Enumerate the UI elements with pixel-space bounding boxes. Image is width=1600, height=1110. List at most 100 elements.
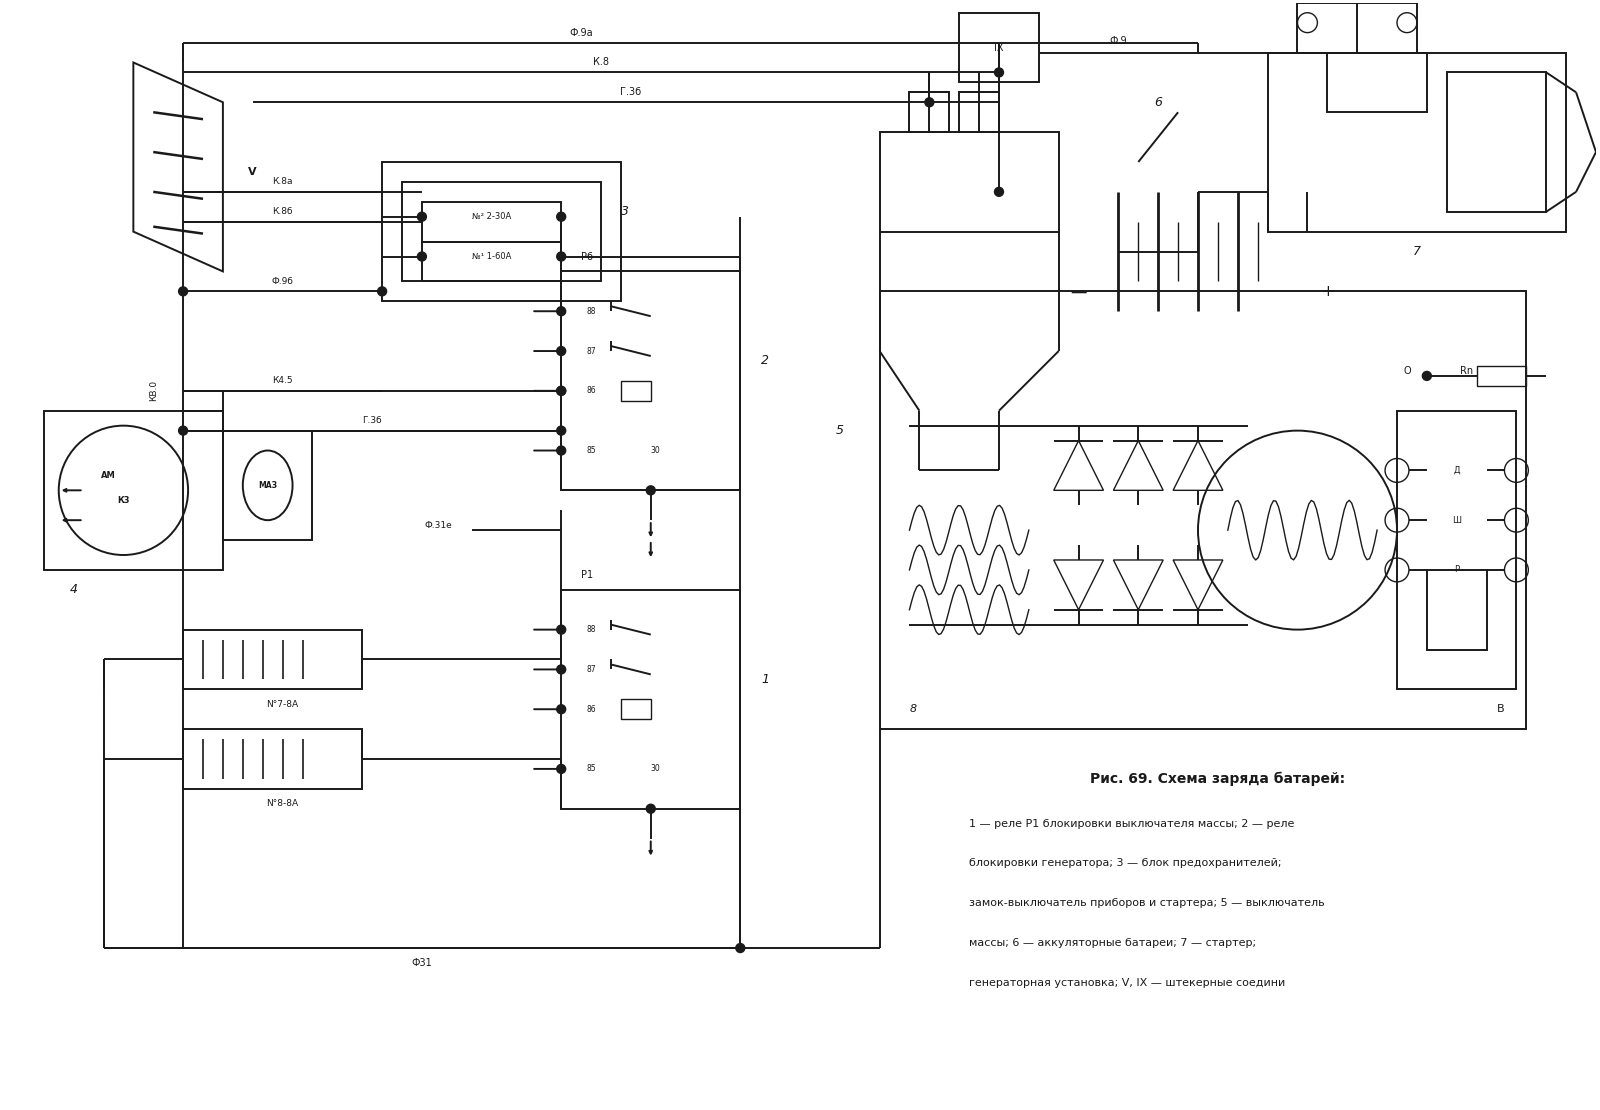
Text: АМ: АМ: [101, 471, 115, 480]
Bar: [182, 729, 362, 789]
Text: 7: 7: [1413, 245, 1421, 258]
Circle shape: [557, 386, 566, 395]
Bar: [621, 381, 651, 401]
Text: 85: 85: [586, 446, 595, 455]
Text: 4: 4: [70, 584, 78, 596]
Circle shape: [557, 446, 566, 455]
Text: 6: 6: [1154, 95, 1162, 109]
Text: Ф31: Ф31: [411, 958, 432, 968]
Text: КВ.0: КВ.0: [149, 381, 158, 402]
Bar: [880, 291, 1526, 729]
Text: —: —: [1070, 282, 1086, 301]
Text: 88: 88: [586, 306, 595, 315]
Text: Рб: Рб: [581, 252, 594, 262]
Circle shape: [557, 212, 566, 221]
Text: IX: IX: [994, 42, 1003, 52]
Circle shape: [378, 286, 387, 295]
Text: 88: 88: [586, 625, 595, 634]
Text: массы; 6 — аккуляторные батареи; 7 — стартер;: массы; 6 — аккуляторные батареи; 7 — ста…: [970, 938, 1256, 948]
Text: В: В: [1496, 704, 1504, 714]
Circle shape: [557, 252, 566, 261]
Text: 30: 30: [651, 446, 661, 455]
Text: МАЗ: МАЗ: [258, 481, 277, 490]
Text: Ф.31е: Ф.31е: [424, 521, 451, 529]
Bar: [1328, 52, 1427, 112]
Circle shape: [418, 252, 426, 261]
Circle shape: [995, 68, 1003, 77]
Text: К4.5: К4.5: [272, 376, 293, 385]
Bar: [958, 92, 998, 132]
Text: 5: 5: [835, 424, 843, 437]
Circle shape: [925, 98, 934, 107]
Bar: [182, 629, 362, 689]
Bar: [909, 92, 949, 132]
Bar: [1446, 72, 1546, 212]
Bar: [222, 431, 312, 541]
Circle shape: [557, 346, 566, 355]
Bar: [422, 202, 562, 242]
Text: Rn: Rn: [1461, 366, 1474, 376]
Text: 30: 30: [651, 765, 661, 774]
Text: 86: 86: [586, 386, 595, 395]
Circle shape: [179, 286, 187, 295]
Text: N°7-8А: N°7-8А: [267, 699, 299, 709]
Bar: [1427, 569, 1486, 649]
Text: 85: 85: [586, 765, 595, 774]
Circle shape: [557, 426, 566, 435]
Text: №¹ 1-60А: №¹ 1-60А: [472, 252, 512, 261]
Bar: [562, 589, 741, 809]
Circle shape: [557, 765, 566, 774]
Bar: [402, 182, 602, 281]
Text: Ф.9б: Ф.9б: [272, 276, 293, 286]
Circle shape: [557, 386, 566, 395]
Text: 87: 87: [586, 346, 595, 355]
Circle shape: [736, 944, 744, 952]
Text: Д: Д: [1453, 466, 1459, 475]
Text: Ш: Ш: [1453, 516, 1461, 525]
Text: №² 2-30А: №² 2-30А: [472, 212, 510, 221]
Bar: [1298, 3, 1418, 52]
Bar: [1397, 411, 1517, 689]
Bar: [422, 242, 562, 281]
Text: Г.3б: Г.3б: [362, 416, 382, 425]
Circle shape: [557, 705, 566, 714]
Text: К3: К3: [117, 496, 130, 505]
Bar: [1477, 366, 1526, 386]
Text: 1 — реле P1 блокировки выключателя массы; 2 — реле: 1 — реле P1 блокировки выключателя массы…: [970, 819, 1294, 829]
Text: генераторная установка; V, IX — штекерные соедини: генераторная установка; V, IX — штекерны…: [970, 978, 1285, 988]
Circle shape: [995, 188, 1003, 196]
Bar: [621, 699, 651, 719]
Text: 1: 1: [762, 673, 770, 686]
Text: К.8: К.8: [594, 58, 610, 68]
Text: 3: 3: [621, 205, 629, 219]
Text: Р1: Р1: [581, 569, 594, 579]
Text: К.8а: К.8а: [272, 178, 293, 186]
Text: 87: 87: [586, 665, 595, 674]
Text: Ф.9: Ф.9: [1109, 36, 1128, 46]
Text: Ф.9а: Ф.9а: [570, 28, 594, 38]
Text: Г.3б: Г.3б: [621, 88, 642, 98]
Text: V: V: [248, 166, 256, 176]
Bar: [1267, 52, 1566, 232]
Bar: [562, 272, 741, 491]
Text: Рис. 69. Схема заряда батарей:: Рис. 69. Схема заряда батарей:: [1090, 771, 1346, 786]
Circle shape: [1422, 372, 1432, 381]
Circle shape: [557, 665, 566, 674]
Bar: [880, 132, 1059, 232]
Text: блокировки генератора; 3 — блок предохранителей;: блокировки генератора; 3 — блок предохра…: [970, 858, 1282, 868]
Circle shape: [557, 625, 566, 634]
Text: замок-выключатель приборов и стартера; 5 — выключатель: замок-выключатель приборов и стартера; 5…: [970, 898, 1325, 908]
Text: N°8-8А: N°8-8А: [267, 799, 299, 808]
Circle shape: [418, 212, 426, 221]
Bar: [382, 162, 621, 301]
Circle shape: [646, 486, 656, 495]
Bar: [958, 12, 1038, 82]
Bar: [43, 411, 222, 569]
Text: 8: 8: [909, 704, 917, 714]
Text: К.8б: К.8б: [272, 208, 293, 216]
Text: 86: 86: [586, 705, 595, 714]
Text: 2: 2: [762, 354, 770, 367]
Circle shape: [179, 426, 187, 435]
Text: O: O: [1403, 366, 1411, 376]
Circle shape: [557, 306, 566, 315]
